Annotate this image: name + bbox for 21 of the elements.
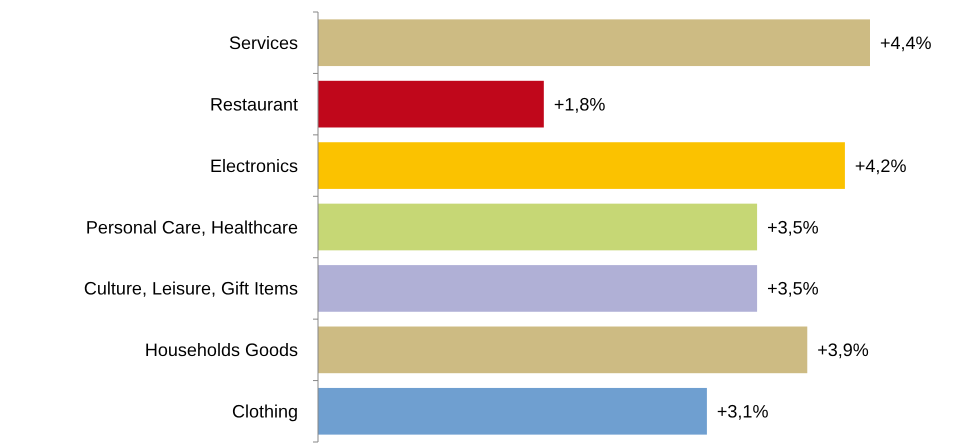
y-tick-label: Households Goods (144, 340, 298, 360)
data-label: +3,9% (817, 340, 869, 360)
bar (318, 80, 544, 128)
bar (318, 388, 707, 435)
y-tick-label: Personal Care, Healthcare (86, 217, 298, 238)
y-tick-label: Culture, Leisure, Gift Items (84, 278, 298, 299)
y-tick-label: Services (228, 33, 298, 54)
data-label: +3,1% (716, 402, 768, 422)
y-tick-label: Clothing (232, 402, 298, 422)
bar (318, 142, 845, 189)
y-tick-label: Electronics (210, 156, 298, 176)
bar (318, 326, 808, 374)
bar (318, 265, 758, 312)
data-label: +4,2% (854, 156, 906, 176)
data-label: +1,8% (554, 94, 606, 114)
data-label: +4,4% (880, 33, 932, 54)
data-label: +3,5% (767, 278, 819, 299)
bar (318, 204, 758, 250)
bar (318, 19, 870, 66)
data-label: +3,5% (767, 217, 819, 238)
y-tick-label: Restaurant (210, 94, 298, 114)
